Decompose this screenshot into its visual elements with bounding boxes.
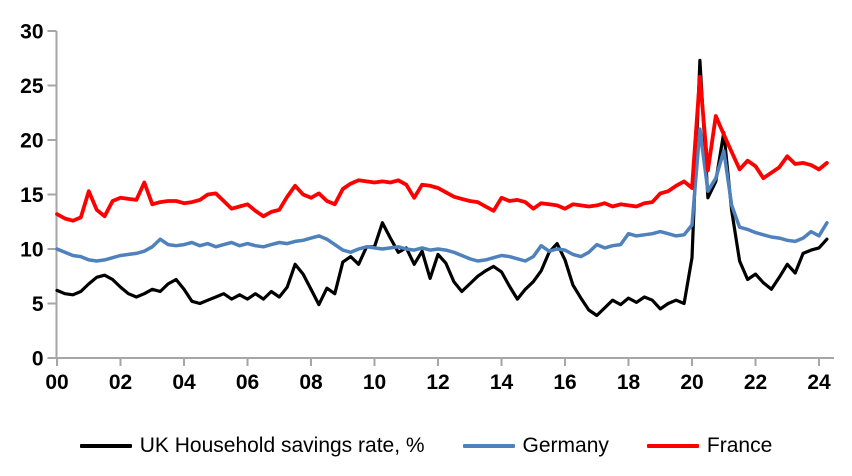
series-line-germany [55,127,829,263]
x-axis-tick-label: 22 [744,371,767,394]
x-axis-tick-label: 24 [807,371,831,394]
x-axis-tick-label: 06 [236,371,259,394]
x-axis-tick-label: 10 [363,371,386,394]
france-legend-label: France [706,434,773,457]
y-axis-tick-label: 20 [20,130,43,153]
legend-item-uk: UK Household savings rate, % [79,434,425,458]
y-axis-tick-label: 30 [20,21,43,44]
x-axis-tick-label: 04 [172,371,196,394]
y-axis-tick-label: 5 [32,293,44,316]
x-axis-tick-label: 02 [109,371,132,394]
y-axis-tick-label: 0 [32,348,44,371]
x-axis-tick-label: 08 [299,371,323,394]
germany-line-swatch-icon [462,444,515,448]
uk-line-swatch-icon [79,444,132,448]
legend-item-germany: Germany [462,434,609,458]
legend-item-france: France [646,434,773,458]
x-axis-tick-label: 16 [553,371,576,394]
x-axis-tick-label: 00 [45,371,68,394]
legend: UK Household savings rate, % Germany Fra… [0,424,852,468]
y-axis-tick-label: 15 [20,184,44,207]
x-axis-tick-label: 14 [490,371,514,394]
france-line-swatch-icon [646,444,699,448]
y-axis-tick-label: 10 [20,239,43,262]
y-axis-tick-label: 25 [20,75,44,98]
series-line-france [55,74,829,223]
x-axis-tick-label: 12 [426,371,449,394]
x-axis-tick-label: 18 [617,371,641,394]
uk-legend-label: UK Household savings rate, % [139,434,425,457]
x-axis-tick-label: 20 [680,371,703,394]
germany-legend-label: Germany [522,434,609,457]
plot-area: 0 5 10 15 20 25 30 00 02 04 06 08 10 12 14 16 18 20 22 24 [20,21,834,394]
